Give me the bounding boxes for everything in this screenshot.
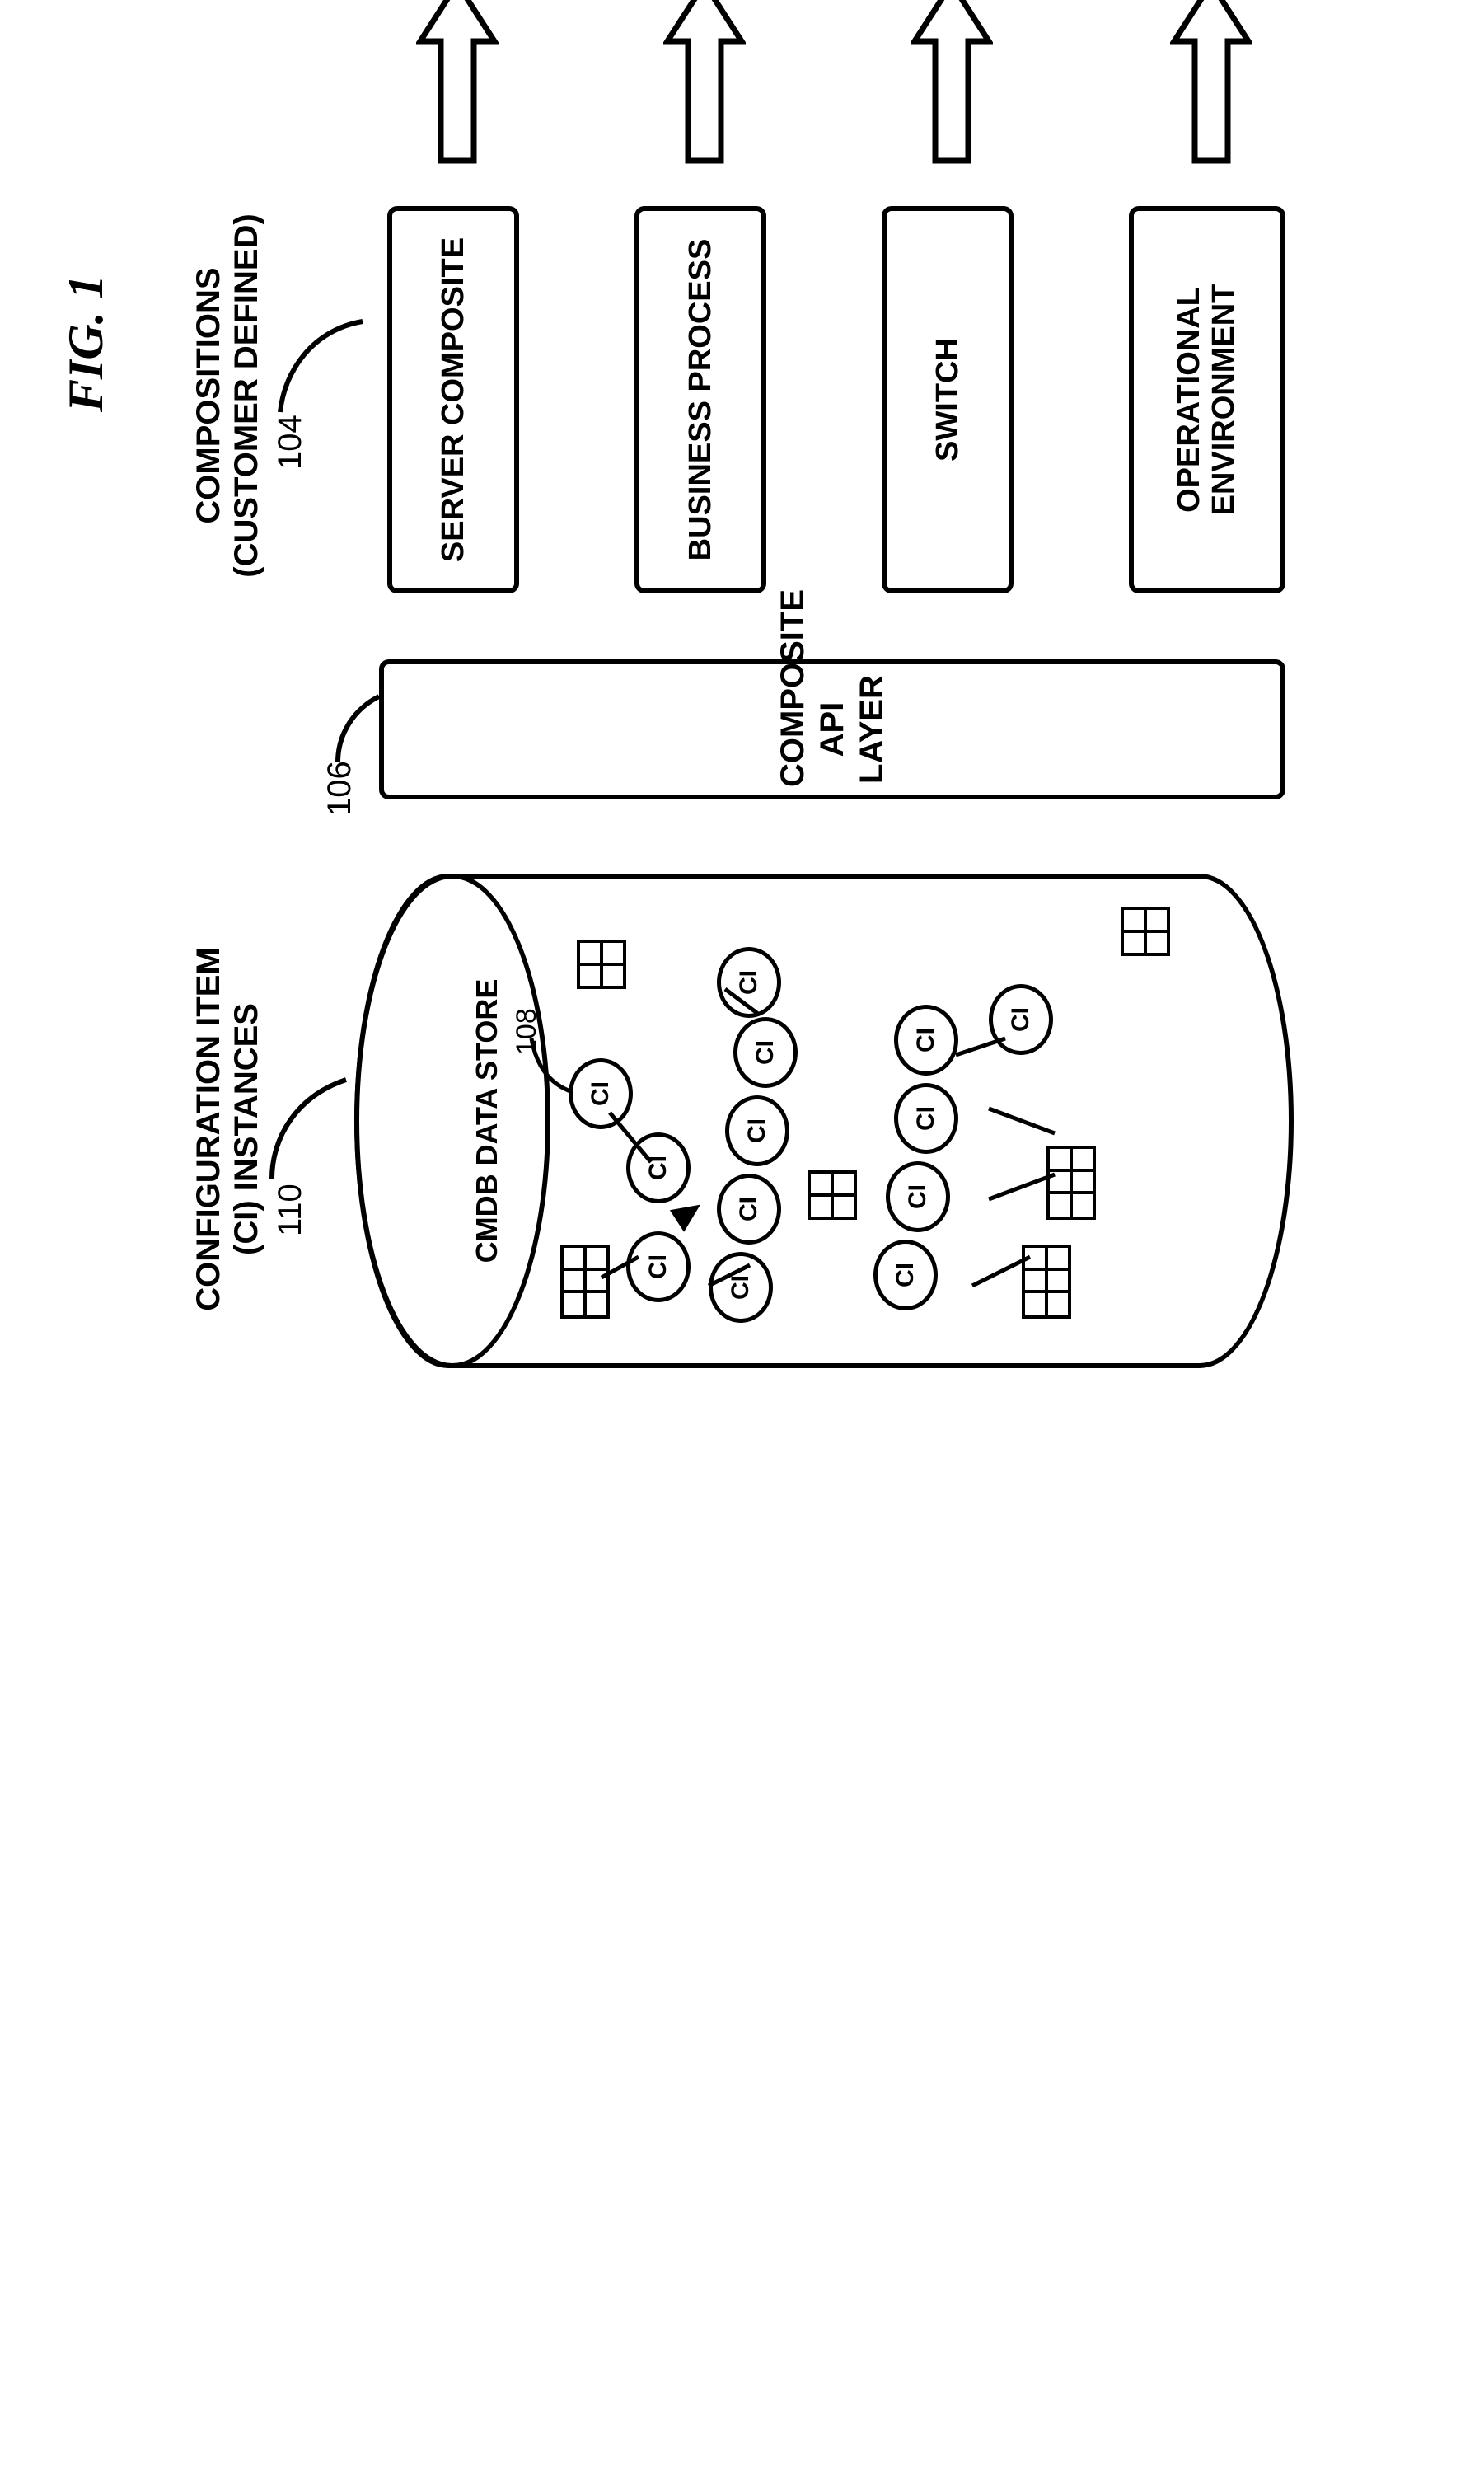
col-ci-l1: CONFIGURATION ITEM	[190, 947, 227, 1310]
arrow-1	[416, 0, 499, 165]
comp-business: BUSINESS PROCESS	[634, 206, 766, 593]
comp-openv: OPERATIONALENVIRONMENT	[1129, 206, 1285, 593]
col-comp-l2: (CUSTOMER DEFINED)	[228, 213, 264, 577]
api-layer-box: COMPOSITE API LAYER	[379, 659, 1285, 799]
api-layer-label: COMPOSITE API LAYER	[773, 672, 892, 787]
col-ci-l2: (CI) INSTANCES	[228, 1003, 264, 1255]
col-ci-label: CONFIGURATION ITEM (CI) INSTANCES	[190, 898, 265, 1360]
leader-106	[330, 684, 387, 767]
col-comp-label: COMPOSITIONS (CUSTOMER DEFINED)	[190, 190, 265, 602]
leader-110	[264, 1055, 363, 1187]
comp-server: SERVER COMPOSITE	[387, 206, 519, 593]
arrow-2	[663, 0, 746, 165]
ref-106: 106	[321, 761, 358, 816]
arrow-3	[911, 0, 993, 165]
ref-104: 104	[272, 415, 309, 470]
arrow-4	[1170, 0, 1252, 165]
ci-connectors	[544, 890, 1170, 1335]
ref-110: 110	[272, 1184, 309, 1236]
comp-switch: SWITCH	[882, 206, 1014, 593]
col-comp-l1: COMPOSITIONS	[190, 267, 227, 523]
cmdb-label: CMDB DATA STORE	[470, 874, 504, 1368]
figure-title: FIG. 1	[58, 274, 115, 412]
leader-104	[272, 305, 371, 420]
